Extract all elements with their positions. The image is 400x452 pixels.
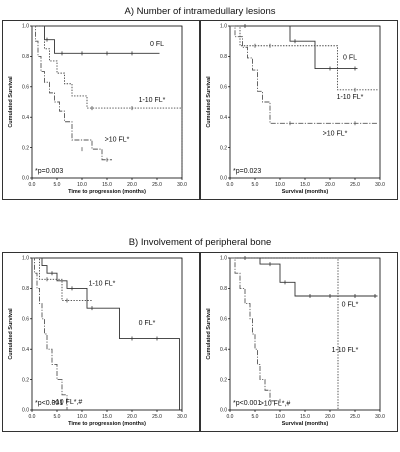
x-tick-label: 5.0 bbox=[54, 414, 61, 420]
x-tick-label: 20.0 bbox=[127, 414, 137, 420]
chart-b-survival: 0.0 0.2 0.4 0.6 0.8 1.0 0.0 5.0 10.0 15.0 20.0 25.0… bbox=[200, 252, 398, 432]
section-title-a: A) Number of intramedullary lesions bbox=[124, 6, 276, 17]
series-label: >10 FL* bbox=[105, 137, 130, 144]
x-tick-label: 0.0 bbox=[227, 182, 234, 188]
y-tick-label: 0.4 bbox=[22, 347, 29, 353]
x-axis-label: Time to progression (months) bbox=[68, 421, 146, 427]
y-tick-label: 0.8 bbox=[22, 54, 29, 60]
outer-frame bbox=[2, 252, 200, 432]
y-tick-label: 0.2 bbox=[220, 377, 227, 383]
y-tick-label: 0.8 bbox=[22, 286, 29, 292]
y-tick-label: 0.6 bbox=[220, 317, 227, 323]
y-tick-label: 0.0 bbox=[22, 176, 29, 182]
x-tick-label: 30.0 bbox=[177, 182, 187, 188]
y-tick-label: 0.8 bbox=[220, 54, 227, 60]
series-label: 1-10 FL* bbox=[332, 347, 359, 354]
x-tick-label: 25.0 bbox=[152, 414, 162, 420]
x-tick-label: 25.0 bbox=[350, 182, 360, 188]
survival-curve bbox=[32, 257, 68, 410]
x-tick-label: 15.0 bbox=[300, 414, 310, 420]
survival-curve bbox=[32, 25, 160, 54]
y-tick-label: 0.6 bbox=[220, 85, 227, 91]
y-tick-label: 1.0 bbox=[22, 24, 29, 30]
x-tick-label: 30.0 bbox=[177, 414, 187, 420]
series-label: >10 FL* bbox=[323, 130, 348, 137]
survival-curve bbox=[230, 257, 378, 297]
y-tick-label: 0.2 bbox=[22, 145, 29, 151]
x-tick-label: 0.0 bbox=[29, 182, 36, 188]
x-tick-label: 30.0 bbox=[375, 414, 385, 420]
series-label: 0 FL* bbox=[342, 302, 359, 309]
x-tick-label: 20.0 bbox=[127, 182, 137, 188]
x-tick-label: 20.0 bbox=[325, 182, 335, 188]
series-label: >10 FL*,# bbox=[52, 399, 83, 406]
x-tick-label: 5.0 bbox=[54, 182, 61, 188]
p-value-annotation: *p=0.003 bbox=[35, 168, 63, 175]
p-value-annotation: *p=0.023 bbox=[233, 168, 261, 175]
chart-a-survival: 0.0 0.2 0.4 0.6 0.8 1.0 0.0 5.0 10.0 15.0 20.0 25.0… bbox=[200, 20, 398, 200]
y-axis-label: Cumulated Survival bbox=[206, 308, 212, 360]
x-tick-label: 10.0 bbox=[275, 182, 285, 188]
plot-frame bbox=[229, 25, 381, 179]
y-tick-label: 0.4 bbox=[220, 115, 227, 121]
series-label: 0 FL bbox=[343, 54, 357, 61]
p-value-annotation: *p<0.001 bbox=[233, 400, 261, 407]
y-tick-label: 0.4 bbox=[22, 115, 29, 121]
x-axis-label: Survival (months) bbox=[282, 421, 329, 427]
x-tick-label: 20.0 bbox=[325, 414, 335, 420]
section-title-b: B) Involvement of peripheral bone bbox=[128, 237, 272, 248]
x-tick-label: 15.0 bbox=[300, 182, 310, 188]
outer-frame bbox=[200, 20, 398, 200]
x-tick-label: 10.0 bbox=[275, 414, 285, 420]
y-axis-label: Cumulated Survival bbox=[8, 308, 14, 360]
series-label: 1-10 FL* bbox=[139, 97, 166, 104]
survival-curve bbox=[32, 257, 92, 302]
survival-curve bbox=[32, 257, 180, 410]
x-tick-label: 0.0 bbox=[227, 414, 234, 420]
y-tick-label: 1.0 bbox=[220, 24, 227, 30]
outer-frame bbox=[2, 20, 200, 200]
p-value-annotation: *p<0.001 bbox=[35, 400, 63, 407]
x-tick-label: 25.0 bbox=[152, 182, 162, 188]
y-tick-label: 0.0 bbox=[22, 408, 29, 414]
chart-b-time-to-progression: 0.0 0.2 0.4 0.6 0.8 1.0 0.0 5.0 10.0 15.0 20.0 25.0… bbox=[2, 252, 200, 432]
survival-curve bbox=[230, 25, 378, 124]
y-axis-label: Cumulated Survival bbox=[206, 76, 212, 128]
outer-frame bbox=[200, 252, 398, 432]
x-tick-label: 25.0 bbox=[350, 414, 360, 420]
x-tick-label: 15.0 bbox=[102, 414, 112, 420]
series-label: 1-10 FL* bbox=[89, 280, 116, 287]
y-tick-label: 0.8 bbox=[220, 286, 227, 292]
series-label: 0 FL* bbox=[139, 320, 156, 327]
y-tick-label: 0.0 bbox=[220, 408, 227, 414]
survival-curve bbox=[230, 257, 339, 410]
x-tick-label: 5.0 bbox=[252, 414, 259, 420]
survival-curve bbox=[32, 25, 112, 161]
y-tick-label: 0.2 bbox=[220, 145, 227, 151]
y-tick-label: 0.6 bbox=[22, 85, 29, 91]
x-tick-label: 15.0 bbox=[102, 182, 112, 188]
y-axis-label: Cumulated Survival bbox=[8, 76, 14, 128]
y-tick-label: 0.0 bbox=[220, 176, 227, 182]
chart-a-time-to-progression: 0.0 0.2 0.4 0.6 0.8 1.0 0.0 5.0 10.0 15.0 20.0 25.0… bbox=[2, 20, 200, 200]
series-label: 1-10 FL* bbox=[337, 94, 364, 101]
y-tick-label: 0.6 bbox=[22, 317, 29, 323]
x-tick-label: 30.0 bbox=[375, 182, 385, 188]
y-tick-label: 1.0 bbox=[22, 256, 29, 262]
y-tick-label: 0.2 bbox=[22, 377, 29, 383]
x-axis-label: Time to progression (months) bbox=[68, 189, 146, 195]
x-tick-label: 10.0 bbox=[77, 182, 87, 188]
survival-curve bbox=[230, 25, 378, 91]
survival-curve bbox=[32, 25, 183, 178]
x-tick-label: 10.0 bbox=[77, 414, 87, 420]
series-label: 0 FL bbox=[150, 41, 164, 48]
y-tick-label: 1.0 bbox=[220, 256, 227, 262]
survival-curve bbox=[230, 25, 358, 70]
series-label: >10 FL*,# bbox=[260, 400, 291, 407]
x-tick-label: 5.0 bbox=[252, 182, 259, 188]
x-tick-label: 0.0 bbox=[29, 414, 36, 420]
y-tick-label: 0.4 bbox=[220, 347, 227, 353]
survival-curve bbox=[230, 257, 275, 402]
x-axis-label: Survival (months) bbox=[282, 189, 329, 195]
